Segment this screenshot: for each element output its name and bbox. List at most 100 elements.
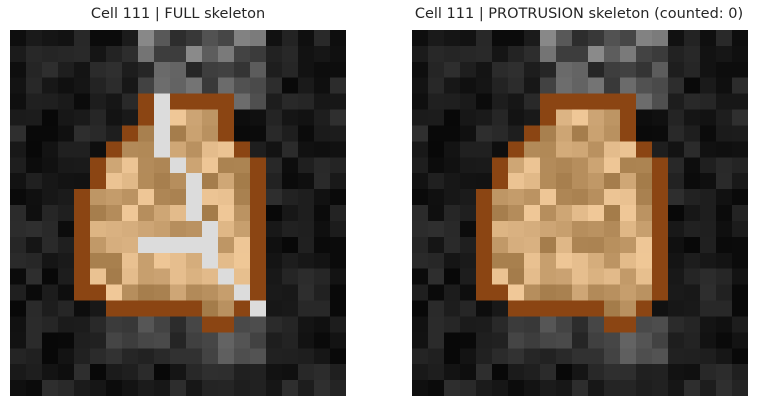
image-pixel — [636, 141, 653, 158]
image-pixel — [170, 109, 187, 127]
image-pixel — [314, 189, 331, 206]
image-pixel — [138, 220, 155, 238]
image-pixel — [170, 284, 187, 302]
image-pixel — [716, 45, 733, 63]
image-pixel — [186, 205, 203, 222]
image-pixel — [314, 45, 331, 63]
image-pixel — [732, 205, 748, 222]
image-pixel — [250, 348, 267, 365]
image-pixel — [716, 348, 733, 365]
image-pixel — [636, 284, 653, 302]
image-pixel — [444, 380, 461, 396]
image-pixel — [412, 30, 429, 47]
image-pixel — [556, 284, 573, 302]
image-pixel — [202, 125, 219, 142]
image-pixel — [282, 220, 299, 238]
image-pixel — [556, 61, 573, 79]
image-pixel — [716, 364, 733, 381]
image-pixel — [42, 173, 59, 190]
image-pixel — [138, 316, 155, 333]
image-pixel — [444, 284, 461, 302]
image-pixel — [572, 189, 589, 206]
image-pixel — [250, 61, 267, 79]
image-pixel — [476, 109, 493, 127]
image-pixel — [234, 236, 251, 254]
image-pixel — [122, 252, 139, 270]
image-pixel — [716, 173, 733, 190]
image-pixel — [106, 284, 123, 302]
image-pixel — [572, 157, 589, 174]
image-pixel — [700, 236, 717, 254]
image-pixel — [58, 45, 75, 63]
image-pixel — [10, 61, 27, 79]
image-pixel — [26, 157, 43, 174]
image-pixel — [428, 77, 445, 95]
image-pixel — [636, 61, 653, 79]
image-pixel — [508, 332, 525, 349]
image-pixel — [412, 220, 429, 238]
image-pixel — [604, 30, 621, 47]
image-pixel — [444, 157, 461, 174]
image-pixel — [282, 157, 299, 174]
image-pixel — [684, 93, 701, 111]
image-pixel — [524, 61, 541, 79]
image-pixel — [58, 189, 75, 206]
image-pixel — [540, 252, 557, 270]
image-pixel — [218, 236, 235, 254]
image-pixel — [460, 284, 477, 302]
image-pixel — [266, 61, 283, 79]
image-pixel — [652, 141, 669, 158]
image-pixel — [428, 236, 445, 254]
image-pixel — [74, 30, 91, 47]
image-pixel — [524, 300, 541, 318]
image-pixel — [202, 173, 219, 190]
image-pixel — [90, 348, 107, 365]
image-pixel — [154, 125, 171, 142]
image-pixel — [604, 284, 621, 302]
image-pixel — [122, 173, 139, 190]
image-pixel — [508, 30, 525, 47]
image-pixel — [604, 157, 621, 174]
image-pixel — [170, 77, 187, 95]
image-pixel — [732, 125, 748, 142]
image-pixel — [732, 157, 748, 174]
image-pixel — [652, 125, 669, 142]
image-pixel — [428, 348, 445, 365]
image-pixel — [218, 45, 235, 63]
image-pixel — [508, 252, 525, 270]
image-pixel — [58, 125, 75, 142]
image-pixel — [58, 380, 75, 396]
image-pixel — [170, 332, 187, 349]
image-pixel — [42, 348, 59, 365]
image-pixel — [428, 125, 445, 142]
image-pixel — [508, 236, 525, 254]
image-pixel — [330, 61, 346, 79]
image-pixel — [106, 364, 123, 381]
image-pixel — [202, 284, 219, 302]
image-pixel — [476, 125, 493, 142]
image-pixel — [26, 93, 43, 111]
image-pixel — [218, 332, 235, 349]
image-pixel — [90, 125, 107, 142]
image-pixel — [42, 157, 59, 174]
image-pixel — [282, 61, 299, 79]
image-pixel — [524, 236, 541, 254]
image-pixel — [202, 236, 219, 254]
image-pixel — [202, 348, 219, 365]
image-pixel — [476, 236, 493, 254]
image-pixel — [218, 77, 235, 95]
image-pixel — [74, 332, 91, 349]
image-pixel — [636, 109, 653, 127]
image-pixel — [732, 61, 748, 79]
image-pixel — [234, 157, 251, 174]
image-pixel — [716, 268, 733, 286]
image-pixel — [154, 236, 171, 254]
image-pixel — [154, 93, 171, 111]
image-pixel — [170, 364, 187, 381]
image-pixel — [266, 189, 283, 206]
image-pixel — [412, 189, 429, 206]
image-pixel — [444, 268, 461, 286]
image-pixel — [122, 45, 139, 63]
image-pixel — [716, 205, 733, 222]
image-pixel — [540, 141, 557, 158]
